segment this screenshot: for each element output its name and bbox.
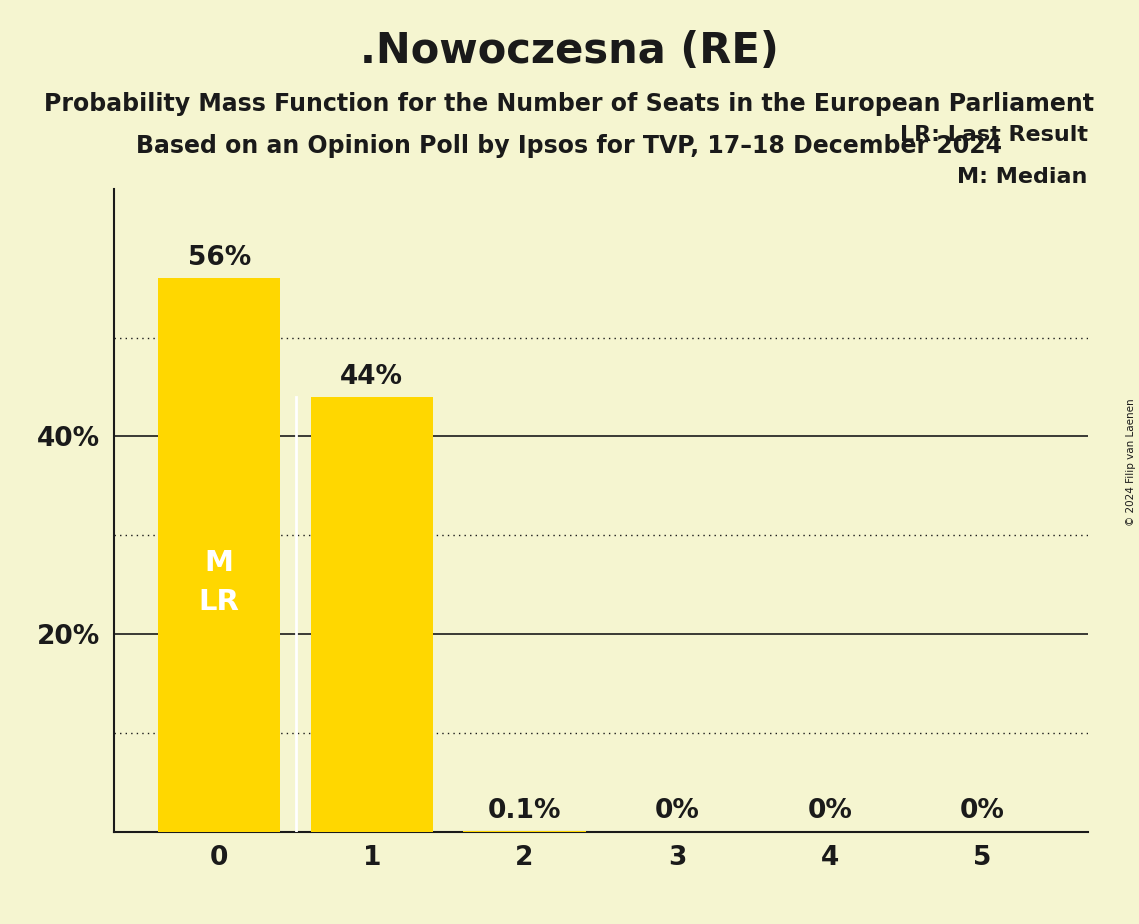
Text: 0%: 0% — [808, 797, 852, 823]
Bar — [158, 278, 280, 832]
Text: LR: Last Result: LR: Last Result — [900, 125, 1088, 145]
Text: M: Median: M: Median — [958, 167, 1088, 187]
Text: 56%: 56% — [188, 246, 251, 272]
Text: © 2024 Filip van Laenen: © 2024 Filip van Laenen — [1125, 398, 1136, 526]
Text: 0%: 0% — [960, 797, 1005, 823]
Text: .Nowoczesna (RE): .Nowoczesna (RE) — [360, 30, 779, 71]
Text: Based on an Opinion Poll by Ipsos for TVP, 17–18 December 2024: Based on an Opinion Poll by Ipsos for TV… — [137, 134, 1002, 158]
Text: Probability Mass Function for the Number of Seats in the European Parliament: Probability Mass Function for the Number… — [44, 92, 1095, 116]
Bar — [464, 831, 585, 832]
Text: 0%: 0% — [655, 797, 699, 823]
Bar — [311, 397, 433, 832]
Text: M
LR: M LR — [199, 549, 239, 616]
Text: 0.1%: 0.1% — [487, 797, 562, 823]
Text: 44%: 44% — [341, 364, 403, 390]
